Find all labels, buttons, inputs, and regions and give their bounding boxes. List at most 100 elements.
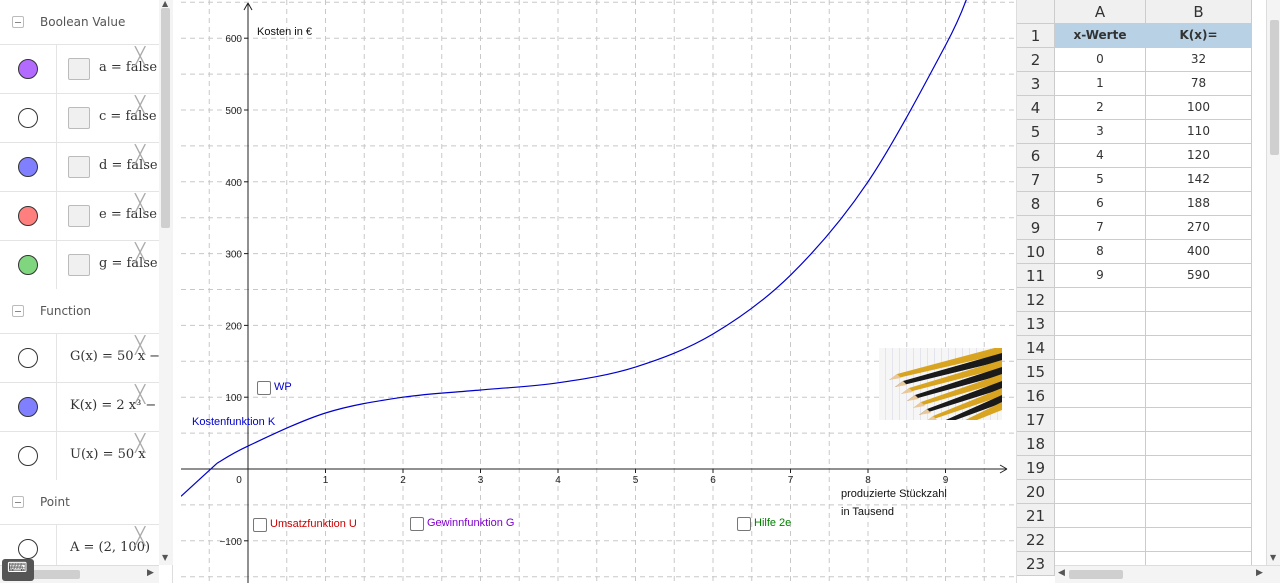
spreadsheet-cell[interactable]	[1146, 312, 1252, 336]
spreadsheet-cell[interactable]	[1146, 456, 1252, 480]
close-icon[interactable]: ╳	[135, 47, 146, 67]
spreadsheet-cell[interactable]: 400	[1146, 240, 1252, 264]
spreadsheet-cell[interactable]: 590	[1146, 264, 1252, 288]
row-header-22[interactable]: 22	[1017, 528, 1055, 552]
algebra-section-header[interactable]: Boolean Value	[0, 0, 159, 44]
spreadsheet-cell[interactable]: 7	[1055, 216, 1146, 240]
scroll-thumb[interactable]	[30, 570, 80, 579]
pencils-image[interactable]	[879, 348, 1002, 420]
spreadsheet-cell[interactable]: 0	[1055, 48, 1146, 72]
visibility-toggle[interactable]	[0, 241, 57, 289]
row-header-19[interactable]: 19	[1017, 456, 1055, 480]
spreadsheet-vertical-scrollbar[interactable]: ▼	[1266, 0, 1280, 565]
boolean-checkbox[interactable]	[68, 107, 90, 129]
item-definition[interactable]: U(x) = 50 x	[70, 447, 146, 462]
spreadsheet-cell[interactable]	[1055, 456, 1146, 480]
boolean-checkbox[interactable]	[68, 156, 90, 178]
algebra-item[interactable]: U(x) = 50 x ╳	[0, 431, 159, 480]
spreadsheet-cell[interactable]: x-Werte	[1055, 24, 1146, 48]
spreadsheet-cell[interactable]	[1055, 408, 1146, 432]
checkbox-label[interactable]: Hilfe 2e	[754, 517, 792, 529]
scroll-thumb[interactable]	[1270, 20, 1279, 155]
row-header-12[interactable]: 12	[1017, 288, 1055, 312]
spreadsheet-cell[interactable]: 2	[1055, 96, 1146, 120]
spreadsheet-cell[interactable]: 78	[1146, 72, 1252, 96]
graphics-view[interactable]: 0 1 2 3 4 5 6 7 8 9 −100 100 200 300 400 500 600 Kosten i…	[181, 0, 1016, 583]
spreadsheet-corner[interactable]	[1017, 0, 1055, 24]
collapse-icon[interactable]	[12, 16, 24, 28]
row-header-5[interactable]: 5	[1017, 120, 1055, 144]
algebra-horizontal-scrollbar[interactable]: ▶	[0, 565, 159, 583]
spreadsheet-cell[interactable]	[1146, 432, 1252, 456]
algebra-item[interactable]: g = false ╳	[0, 240, 159, 289]
algebra-item[interactable]: e = false ╳	[0, 191, 159, 240]
spreadsheet-cell[interactable]	[1146, 504, 1252, 528]
row-header-7[interactable]: 7	[1017, 168, 1055, 192]
visibility-toggle[interactable]	[0, 432, 57, 480]
visibility-dot-icon[interactable]	[18, 348, 38, 368]
column-header-A[interactable]: A	[1055, 0, 1146, 24]
visibility-toggle[interactable]	[0, 192, 57, 240]
spreadsheet-cell[interactable]: 8	[1055, 240, 1146, 264]
close-icon[interactable]: ╳	[135, 527, 146, 547]
row-header-21[interactable]: 21	[1017, 504, 1055, 528]
cost-function-plot[interactable]: 0 1 2 3 4 5 6 7 8 9 −100 100 200 300 400 500 600 Kosten i…	[181, 0, 1016, 583]
item-definition[interactable]: d = false	[99, 158, 158, 173]
row-header-3[interactable]: 3	[1017, 72, 1055, 96]
algebra-section-header[interactable]: Function	[0, 289, 159, 333]
collapse-icon[interactable]	[12, 305, 24, 317]
spreadsheet-cell[interactable]: 4	[1055, 144, 1146, 168]
item-definition[interactable]: e = false	[99, 207, 157, 222]
visibility-dot-icon[interactable]	[18, 397, 38, 417]
row-header-14[interactable]: 14	[1017, 336, 1055, 360]
checkbox-label[interactable]: WP	[274, 381, 292, 393]
spreadsheet-cell[interactable]: 32	[1146, 48, 1252, 72]
spreadsheet-cell[interactable]: 1	[1055, 72, 1146, 96]
row-header-8[interactable]: 8	[1017, 192, 1055, 216]
close-icon[interactable]: ╳	[135, 194, 146, 214]
row-header-16[interactable]: 16	[1017, 384, 1055, 408]
visibility-toggle[interactable]	[0, 334, 57, 382]
visibility-toggle[interactable]	[0, 525, 57, 565]
scroll-thumb[interactable]	[161, 8, 170, 228]
spreadsheet-cell[interactable]	[1055, 336, 1146, 360]
spreadsheet-horizontal-scrollbar[interactable]: ◀ ▶	[1055, 565, 1280, 583]
keyboard-icon[interactable]: ⌨	[2, 559, 34, 581]
spreadsheet-cell[interactable]: 270	[1146, 216, 1252, 240]
spreadsheet-cell[interactable]: 110	[1146, 120, 1252, 144]
row-header-4[interactable]: 4	[1017, 96, 1055, 120]
algebra-item[interactable]: d = false ╳	[0, 142, 159, 191]
boolean-checkbox[interactable]	[68, 205, 90, 227]
visibility-toggle[interactable]	[0, 383, 57, 431]
spreadsheet-cell[interactable]	[1146, 360, 1252, 384]
row-header-23[interactable]: 23	[1017, 552, 1055, 576]
spreadsheet-cell[interactable]: 9	[1055, 264, 1146, 288]
spreadsheet-cell[interactable]: K(x)=	[1146, 24, 1252, 48]
spreadsheet-cell[interactable]: 188	[1146, 192, 1252, 216]
spreadsheet-cell[interactable]	[1055, 432, 1146, 456]
algebra-item[interactable]: G(x) = 50 x − ╳	[0, 333, 159, 382]
spreadsheet-cell[interactable]	[1146, 408, 1252, 432]
spreadsheet-cell[interactable]: 100	[1146, 96, 1252, 120]
close-icon[interactable]: ╳	[135, 145, 146, 165]
checkbox-label[interactable]: Gewinnfunktion G	[427, 517, 515, 529]
visibility-toggle[interactable]	[0, 94, 57, 142]
algebra-vertical-scrollbar[interactable]: ▲ ▼	[159, 0, 173, 565]
spreadsheet-cell[interactable]	[1055, 504, 1146, 528]
checkbox-gewinnfunktion-g[interactable]	[410, 517, 424, 531]
row-header-2[interactable]: 2	[1017, 48, 1055, 72]
close-icon[interactable]: ╳	[135, 243, 146, 263]
visibility-dot-icon[interactable]	[18, 446, 38, 466]
close-icon[interactable]: ╳	[135, 434, 146, 454]
spreadsheet-cell[interactable]	[1146, 336, 1252, 360]
scroll-right-icon[interactable]: ▶	[1256, 568, 1263, 578]
visibility-dot-icon[interactable]	[18, 59, 38, 79]
scroll-up-icon[interactable]: ▲	[162, 0, 169, 8]
algebra-item[interactable]: A = (2, 100) ╳	[0, 524, 159, 565]
close-icon[interactable]: ╳	[135, 336, 146, 356]
row-header-10[interactable]: 10	[1017, 240, 1055, 264]
spreadsheet-cell[interactable]: 142	[1146, 168, 1252, 192]
item-definition[interactable]: c = false	[99, 109, 157, 124]
spreadsheet-cell[interactable]: 6	[1055, 192, 1146, 216]
checkbox-wp[interactable]	[257, 381, 271, 395]
